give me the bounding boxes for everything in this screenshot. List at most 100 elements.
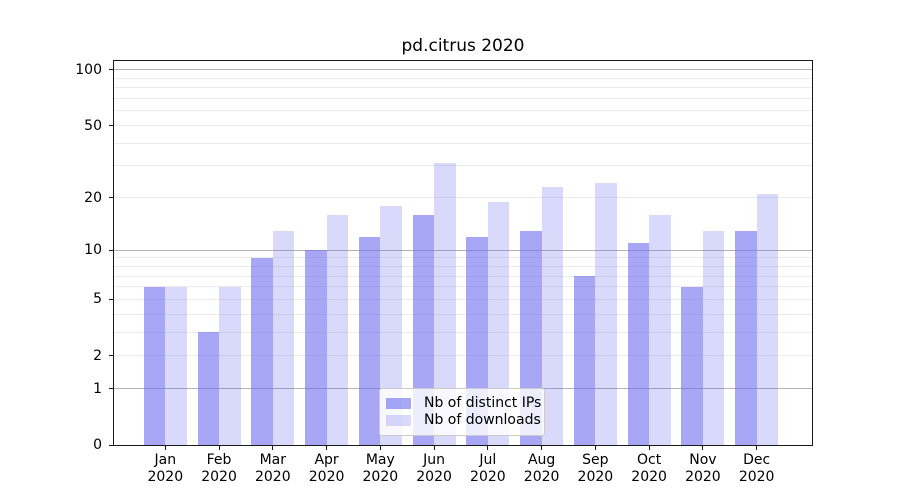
y-tick-label-1: 1	[93, 380, 102, 397]
bar-mar-distinct-ips	[251, 257, 273, 445]
chart-title: pd.citrus 2020	[401, 36, 525, 56]
x-tick-year: 2020	[577, 469, 614, 485]
x-tick-month: Jul	[479, 452, 497, 468]
x-tick-year: 2020	[523, 469, 560, 485]
bar-oct-distinct-ips	[627, 243, 650, 445]
bar-may-distinct-ips	[358, 236, 381, 445]
x-tick-label-aug: Aug 2020	[514, 452, 570, 486]
x-tick-jan	[164, 446, 166, 450]
gridline-50	[114, 125, 812, 126]
x-tick-month: Nov	[689, 452, 717, 468]
bar-jan-distinct-ips	[143, 286, 166, 445]
gridline-2	[114, 355, 812, 357]
x-tick-apr	[326, 446, 328, 450]
x-tick-year: 2020	[201, 469, 237, 485]
y-tick-50	[109, 125, 113, 126]
y-tick-1	[109, 388, 113, 390]
y-tick-10	[109, 249, 113, 251]
y-tick-label-10: 10	[84, 242, 102, 259]
bar-sep-distinct-ips	[573, 276, 596, 445]
y-tick-100	[109, 69, 113, 71]
bar-dec-downloads	[756, 193, 779, 445]
x-tick-year: 2020	[254, 469, 291, 485]
bar-oct-downloads	[649, 214, 671, 445]
y-tick-20	[109, 197, 113, 199]
x-tick-sep	[594, 446, 596, 450]
x-tick-month: Mar	[259, 452, 287, 468]
y-tick-5	[109, 298, 113, 300]
x-tick-label-nov: Nov 2020	[675, 452, 731, 486]
gridline-5	[114, 298, 812, 300]
legend-swatch-distinct-ips	[386, 398, 411, 409]
bar-jan-downloads	[165, 286, 187, 445]
x-tick-month: Jan	[154, 452, 177, 468]
x-tick-mar	[272, 446, 274, 450]
gridline-9	[114, 257, 812, 259]
x-tick-month: Apr	[314, 452, 339, 468]
bar-jul-downloads	[487, 201, 510, 445]
gridline-7	[114, 275, 812, 277]
x-tick-label-mar: Mar 2020	[245, 452, 301, 486]
y-tick-2	[109, 355, 113, 357]
bar-dec-distinct-ips	[735, 230, 757, 445]
y-tick-label-50: 50	[84, 117, 102, 134]
legend-label-downloads: Nb of downloads	[424, 412, 541, 428]
y-tick-label-100: 100	[75, 61, 102, 78]
y-tick-label-5: 5	[93, 291, 102, 308]
x-tick-month: Feb	[206, 452, 232, 468]
bar-apr-distinct-ips	[305, 250, 327, 445]
x-tick-label-jan: Jan 2020	[137, 452, 193, 486]
bar-may-downloads	[380, 205, 402, 445]
x-tick-label-may: May 2020	[352, 452, 408, 486]
x-tick-jun	[433, 446, 435, 450]
legend-swatch-downloads	[386, 415, 411, 426]
x-tick-label-dec: Dec 2020	[729, 452, 785, 486]
x-tick-month: Oct	[637, 452, 662, 468]
gridline-6	[114, 286, 812, 288]
x-tick-year: 2020	[470, 469, 506, 485]
gridline-10	[114, 249, 812, 251]
bar-aug-downloads	[541, 186, 564, 445]
x-tick-month: May	[365, 452, 395, 468]
gridline-90	[114, 77, 812, 79]
x-tick-year: 2020	[685, 469, 721, 485]
y-tick-0	[109, 444, 113, 446]
bar-apr-downloads	[326, 214, 349, 445]
gridline-70	[114, 98, 812, 100]
y-tick-label-0: 0	[93, 437, 102, 453]
x-tick-label-jun: Jun 2020	[406, 452, 462, 486]
x-tick-month: Jun	[423, 452, 446, 468]
x-tick-label-sep: Sep 2020	[567, 452, 623, 486]
x-tick-oct	[648, 446, 650, 450]
legend: Nb of distinct IPs Nb of downloads	[379, 388, 545, 436]
x-tick-year: 2020	[738, 469, 775, 485]
gridline-100	[114, 69, 812, 71]
x-tick-label-jul: Jul 2020	[460, 452, 516, 486]
bar-mar-downloads	[272, 230, 295, 445]
x-tick-may	[379, 446, 381, 450]
x-tick-year: 2020	[362, 469, 399, 485]
x-tick-nov	[702, 446, 704, 450]
x-tick-year: 2020	[308, 469, 345, 485]
x-tick-label-feb: Feb 2020	[191, 452, 247, 486]
bar-jun-downloads	[434, 163, 456, 445]
y-tick-label-20: 20	[84, 189, 102, 206]
x-tick-year: 2020	[416, 469, 452, 485]
gridline-60	[114, 110, 812, 112]
x-tick-dec	[756, 446, 758, 450]
x-tick-aug	[541, 446, 543, 450]
gridline-20	[114, 197, 812, 199]
x-tick-jul	[487, 446, 489, 450]
bar-jun-distinct-ips	[412, 214, 435, 445]
gridline-8	[114, 265, 812, 267]
x-tick-label-apr: Apr 2020	[299, 452, 355, 486]
gridline-80	[114, 87, 812, 89]
legend-label-distinct-ips: Nb of distinct IPs	[424, 395, 542, 411]
bar-feb-downloads	[219, 286, 241, 445]
legend-item-distinct-ips: Nb of distinct IPs	[386, 395, 542, 412]
gridline-4	[114, 313, 812, 315]
bar-nov-downloads	[702, 230, 725, 445]
x-tick-label-oct: Oct 2020	[621, 452, 677, 486]
x-tick-feb	[218, 446, 220, 450]
